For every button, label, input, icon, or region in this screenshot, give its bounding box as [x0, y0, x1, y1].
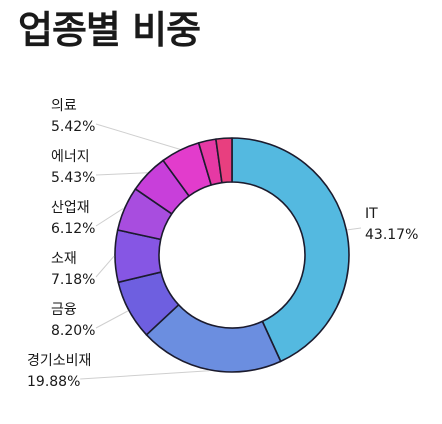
slice-value-label: 19.88%: [27, 374, 80, 390]
slice-label: IT: [365, 206, 378, 222]
leader-line: [95, 172, 148, 176]
leader-line: [80, 370, 210, 380]
donut-slices: [114, 137, 350, 373]
slice-labels: IT 43.17% 경기소비재 19.88% 금융 8.20% 소재 7.18% 산업재 6.12…: [27, 98, 418, 390]
leader-lines: [80, 123, 362, 380]
slice-label: 에너지: [51, 149, 90, 165]
leader-line: [95, 310, 129, 329]
slice-value-label: 5.42%: [51, 119, 95, 135]
slice-label: 소재: [51, 251, 77, 267]
slice-label: 의료: [51, 98, 77, 114]
slice-unlabeled-8: [215, 137, 233, 184]
slice-value-label: 5.43%: [51, 170, 95, 186]
leader-line: [95, 207, 124, 227]
leader-line: [95, 123, 180, 150]
slice-label: 경기소비재: [27, 353, 91, 369]
slice-0: [231, 137, 350, 363]
chart-title: 업종별 비중: [18, 8, 201, 52]
slice-label: 산업재: [51, 200, 90, 216]
leader-line: [95, 255, 115, 278]
slice-value-label: 7.18%: [51, 272, 95, 288]
slice-value-label: 6.12%: [51, 221, 95, 237]
slice-value-label: 8.20%: [51, 323, 95, 339]
slice-label: 금융: [51, 302, 77, 318]
leader-line: [347, 227, 362, 231]
slice-value-label: 43.17%: [365, 227, 418, 243]
